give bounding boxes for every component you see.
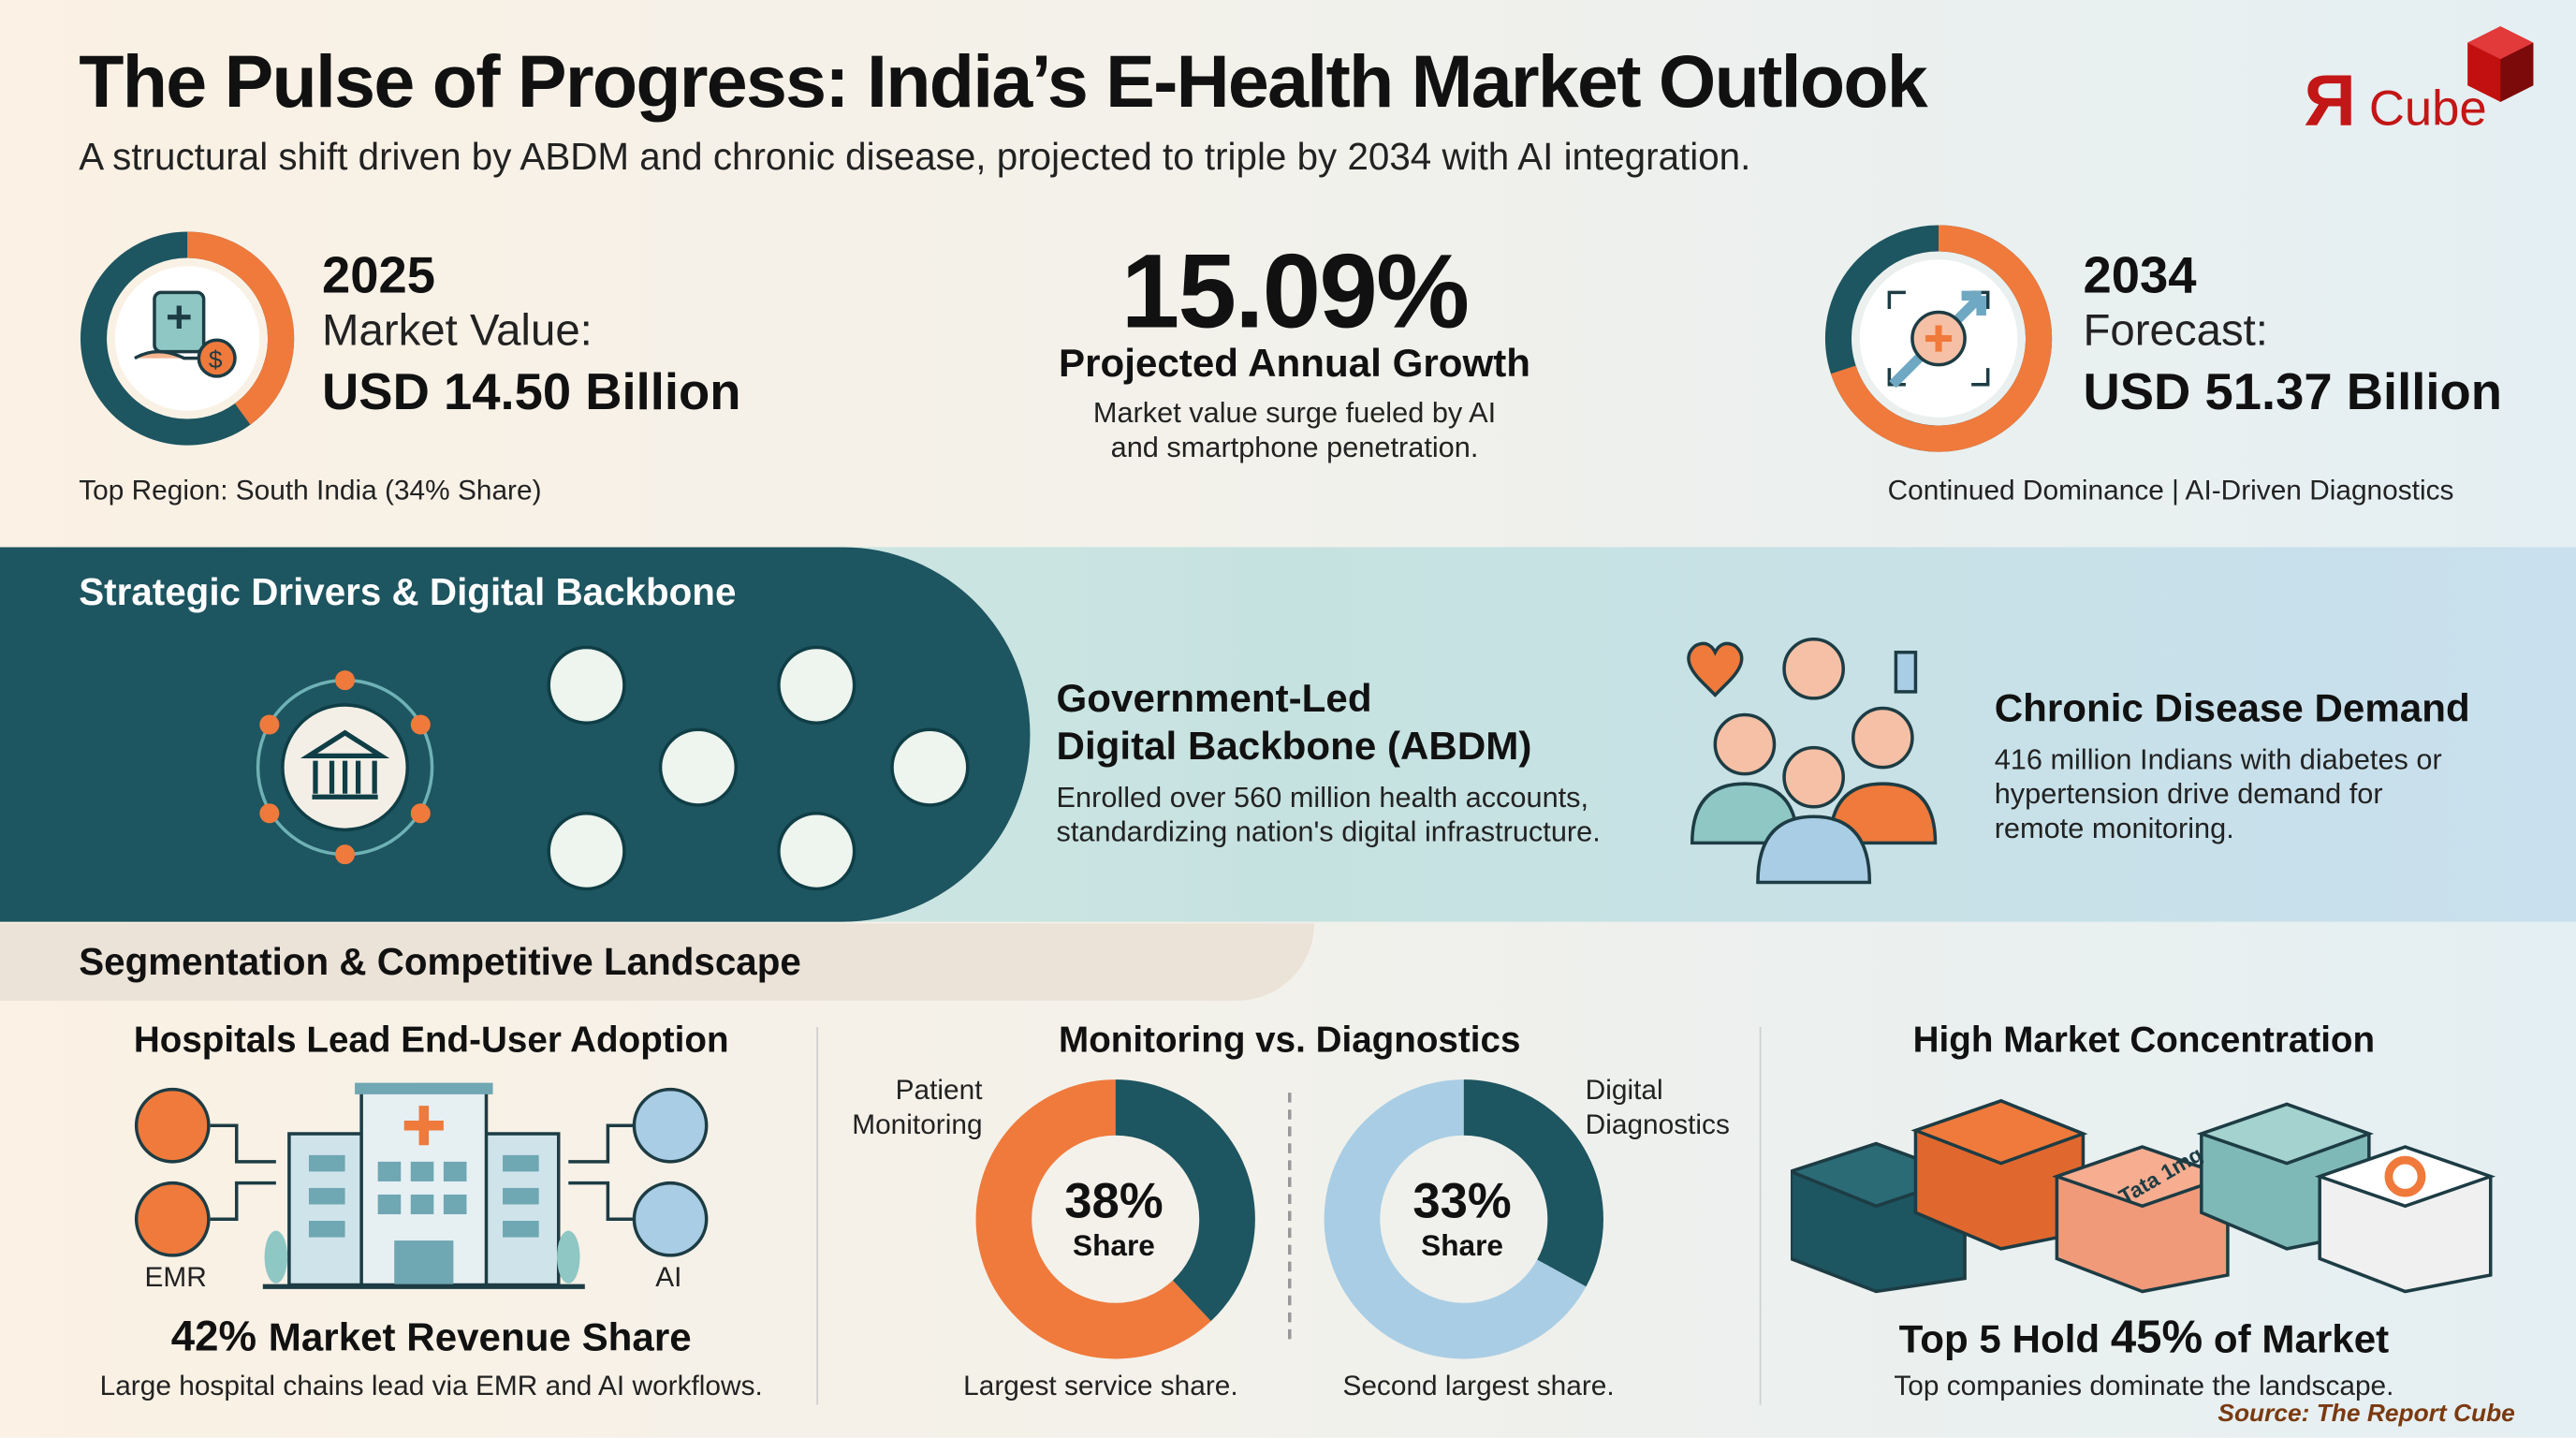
concentration-stat-num: 45%	[2110, 1311, 2203, 1362]
kpi-2025-note: Top Region: South India (34% Share)	[79, 475, 542, 506]
company-cubes-icon: Tata 1mg	[1791, 1099, 2496, 1294]
growth-rate: 15.09%	[1120, 231, 1470, 350]
growth-desc-1: Market value surge fueled by AI	[1092, 395, 1497, 430]
kpi-2034-value: USD 51.37 Billion	[2083, 362, 2502, 421]
chronic-desc-2: hypertension drive demand for	[1994, 777, 2383, 811]
segmentation-heading: Segmentation & Competitive Landscape	[79, 939, 801, 983]
digital-diagnostics-donut	[1324, 1079, 1603, 1359]
growth-desc-2: and smartphone penetration.	[1110, 430, 1479, 463]
kpi-2034-year: 2034	[2083, 246, 2197, 304]
divider	[816, 1026, 819, 1405]
ai-network-icon	[632, 1087, 709, 1164]
patient-monitoring-donut	[975, 1079, 1255, 1359]
dd-share-segment	[1324, 1079, 1603, 1359]
health-id-card-icon	[547, 645, 626, 725]
svg-text:R: R	[2304, 60, 2356, 138]
kpi-2034-note-a: Continued Dominance	[1887, 475, 2164, 506]
kpi-2034-note: Continued Dominance | AI-Driven Diagnost…	[1887, 475, 2454, 506]
pm-pct: 38%	[1064, 1174, 1164, 1229]
source-credit: Source: The Report Cube	[2217, 1400, 2515, 1429]
kpi-2025-ring: $	[80, 231, 295, 446]
concentration-stat-a: Top 5 Hold	[1898, 1317, 2100, 1362]
hospital-building-icon	[134, 1082, 709, 1289]
drivers-dark-panel	[0, 547, 1031, 922]
concentration-title: High Market Concentration	[1912, 1019, 2376, 1061]
hospitals-stat: 42% Market Revenue Share	[66, 1312, 797, 1362]
abdm-desc-1: Enrolled over 560 million health account…	[1056, 780, 1589, 814]
emr-chip-icon	[134, 1181, 211, 1257]
kpi-2025-label: Market Value:	[321, 305, 593, 356]
concentration-stat-b: of Market	[2213, 1317, 2390, 1362]
pm-desc: Largest service share.	[963, 1370, 1238, 1402]
emr-label: EMR	[144, 1261, 207, 1294]
abdm-title-2: Digital Backbone (ABDM)	[1056, 724, 1532, 770]
chronic-desc-3: remote monitoring.	[1994, 812, 2234, 845]
kpi-2025-value: USD 14.50 Billion	[321, 362, 741, 421]
drivers-heading: Strategic Drivers & Digital Backbone	[79, 570, 737, 613]
dd-label-1: Digital	[1585, 1074, 1663, 1107]
svg-text:Cube: Cube	[2369, 81, 2487, 136]
page-title: The Pulse of Progress: India’s E-Health …	[79, 39, 1928, 124]
logo: R Cube	[2300, 23, 2546, 140]
health-growth-arrow-icon	[1887, 290, 1990, 389]
pm-remainder-segment	[975, 1079, 1255, 1359]
patients-heart-icon	[1687, 637, 1938, 885]
hospitals-stat-text: Market Revenue Share	[268, 1315, 692, 1361]
hospitals-title: Hospitals Lead End-User Adoption	[133, 1019, 729, 1061]
ai-brain-icon	[632, 1181, 709, 1257]
abdm-desc-2: standardizing nation's digital infrastru…	[1056, 814, 1601, 848]
pm-share: Share	[1073, 1228, 1155, 1262]
chronic-desc-1: 416 million Indians with diabetes or	[1994, 742, 2442, 776]
health-id-card-icon	[658, 727, 739, 807]
logo-cube-icon: R Cube	[2304, 26, 2534, 140]
dd-pct: 33%	[1412, 1174, 1512, 1229]
health-id-card-icon	[890, 727, 970, 807]
kpi-2034-note-b: AI-Driven Diagnostics	[2185, 475, 2454, 506]
ai-label: AI	[655, 1261, 682, 1294]
dd-label: Digital Diagnostics	[1586, 1073, 1730, 1142]
health-id-card-icon	[547, 812, 626, 891]
dashed-divider	[1287, 1093, 1292, 1340]
hospitals-desc: Large hospital chains lead via EMR and A…	[99, 1370, 763, 1402]
kpi-2034-label: Forecast:	[2083, 305, 2268, 356]
pm-label-2: Monitoring	[852, 1108, 983, 1141]
emr-document-icon	[134, 1087, 211, 1164]
segmentation-band	[0, 923, 1315, 1001]
monitoring-title: Monitoring vs. Diagnostics	[1059, 1019, 1521, 1061]
government-building-network-icon	[256, 670, 434, 865]
chronic-title: Chronic Disease Demand	[1994, 686, 2470, 732]
health-id-card-icon	[777, 812, 856, 891]
kpi-2025-year: 2025	[321, 246, 436, 304]
medical-money-hand-icon: $	[134, 290, 237, 378]
abdm-title-1: Government-Led	[1056, 677, 1372, 722]
growth-label: Projected Annual Growth	[1059, 342, 1530, 387]
kpi-2034-ring	[1824, 225, 2053, 452]
concentration-stat: Top 5 Hold 45% of Market	[1791, 1312, 2497, 1364]
dd-label-2: Diagnostics	[1585, 1108, 1730, 1141]
svg-text:$: $	[209, 345, 223, 374]
divider	[1759, 1026, 1762, 1405]
page-subtitle: A structural shift driven by ABDM and ch…	[79, 134, 1751, 178]
pm-label: Patient Monitoring	[835, 1073, 983, 1142]
hospitals-stat-num: 42%	[170, 1311, 257, 1361]
concentration-desc: Top companies dominate the landscape.	[1894, 1370, 2394, 1402]
pm-label-1: Patient	[895, 1074, 983, 1107]
dd-share: Share	[1421, 1228, 1503, 1262]
dd-desc: Second largest share.	[1342, 1370, 1615, 1402]
health-id-card-icon	[777, 645, 856, 725]
